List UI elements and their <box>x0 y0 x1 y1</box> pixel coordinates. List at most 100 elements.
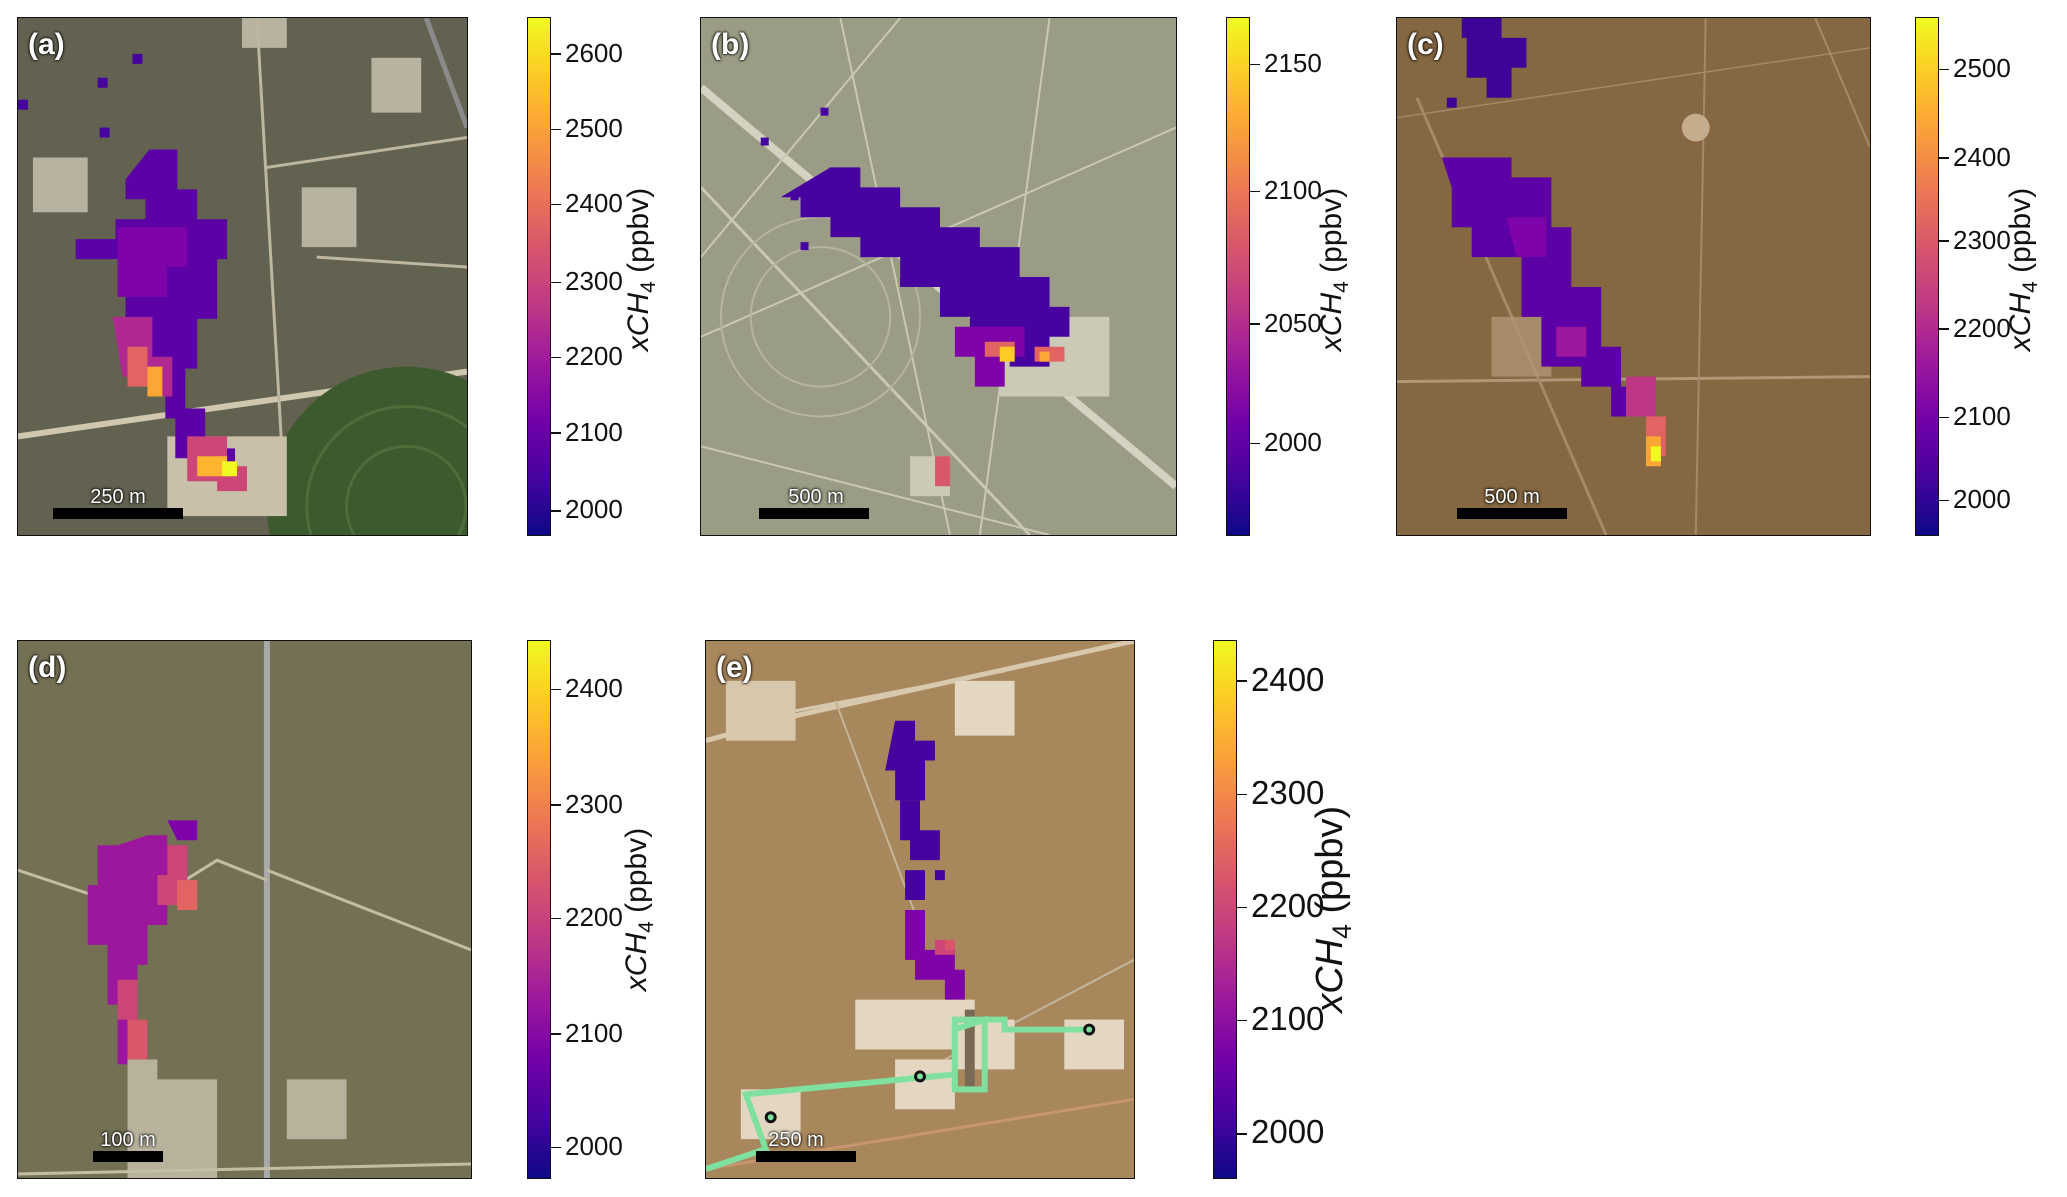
panel-label-b: (b) <box>711 28 750 61</box>
colorbar-tick-label: 2100 <box>1953 401 2011 432</box>
satellite-image-b <box>701 18 1176 535</box>
colorbar-tick <box>551 356 561 359</box>
colorbar-c <box>1915 17 1939 536</box>
methane-plume-c <box>1441 18 1666 467</box>
colorbar-tick <box>1939 499 1949 502</box>
colorbar-title-suffix-c: (ppbv) <box>2004 187 2038 282</box>
colorbar-title-prefix-b: xCH <box>1315 292 1349 352</box>
colorbar-tick-label: 2000 <box>1953 484 2011 515</box>
colorbar-tick-label: 2300 <box>1953 224 2011 255</box>
colorbar-tick-label: 2100 <box>1251 1000 1325 1038</box>
colorbar-tick <box>551 510 561 512</box>
colorbar-tick-label: 2050 <box>1264 307 1322 338</box>
colorbar-title-sub-a: 4 <box>637 281 661 293</box>
colorbar-b <box>1226 17 1250 536</box>
panel-label-c: (c) <box>1407 28 1444 61</box>
colorbar-tick <box>551 688 561 690</box>
colorbar-tick <box>1250 323 1260 325</box>
colorbar-e <box>1213 640 1237 1179</box>
scale-label-e: 250 m <box>768 1129 824 1151</box>
colorbar-tick <box>1250 190 1260 193</box>
colorbar-title-d: xCH4 (ppbv) <box>620 828 659 991</box>
map-panel-e: (e) 250 m <box>705 640 1135 1179</box>
colorbar-tick <box>551 1146 561 1149</box>
colorbar-title-prefix-d: xCH <box>620 932 654 992</box>
colorbar-tick <box>1250 442 1260 445</box>
methane-plume-e <box>885 720 965 1000</box>
colorbar-title-prefix-e: xCH <box>1309 938 1352 1013</box>
scale-label-d: 100 m <box>100 1129 156 1151</box>
map-panel-b: (b) 500 m <box>700 17 1177 536</box>
colorbar-tick-label: 2000 <box>565 1131 623 1162</box>
colorbar-tick-label: 2200 <box>565 901 623 932</box>
pipeline-e <box>706 1015 1085 1172</box>
colorbar-title-suffix-e: (ppbv) <box>1309 805 1352 925</box>
colorbar-title-prefix-c: xCH <box>2004 292 2038 352</box>
colorbar-tick <box>1939 416 1949 419</box>
panel-label-e: (e) <box>716 651 753 684</box>
colorbar-tick-label: 2300 <box>565 788 623 819</box>
colorbar-tick <box>551 128 561 131</box>
scale-bar-c <box>1457 508 1567 519</box>
colorbar-tick <box>551 917 561 920</box>
colorbar-title-suffix-a: (ppbv) <box>622 187 656 282</box>
colorbar-title-sub-c: 4 <box>2019 281 2043 293</box>
methane-plume-a <box>18 53 247 492</box>
colorbar-tick <box>551 1033 561 1035</box>
colorbar-tick-label: 2150 <box>1264 48 1322 79</box>
satellite-image-c <box>1397 18 1870 535</box>
colorbar-tick-label: 2000 <box>565 494 623 525</box>
colorbar-tick-label: 2200 <box>1953 312 2011 343</box>
methane-plume-b <box>760 107 1070 487</box>
well-markers-e <box>764 1023 1096 1124</box>
colorbar-tick-label: 2100 <box>565 416 623 447</box>
colorbar-tick-label: 2100 <box>565 1017 623 1048</box>
scale-bar-b <box>759 508 869 519</box>
colorbar-tick <box>551 804 561 806</box>
map-panel-c: (c) 500 m <box>1396 17 1871 536</box>
scale-bar-d <box>93 1151 163 1162</box>
colorbar-title-sub-e: 4 <box>1326 924 1357 939</box>
colorbar-tick-label: 2100 <box>1264 175 1322 206</box>
colorbar-tick <box>1250 63 1260 66</box>
colorbar-title-prefix-a: xCH <box>622 292 656 352</box>
colorbar-tick-label: 2000 <box>1251 1113 1325 1151</box>
colorbar-tick-label: 2200 <box>565 341 623 372</box>
colorbar-tick <box>1237 680 1247 682</box>
panel-label-a: (a) <box>28 28 65 61</box>
colorbar-title-suffix-d: (ppbv) <box>620 827 654 922</box>
colorbar-tick <box>1939 328 1949 330</box>
colorbar-title-e: xCH4 (ppbv) <box>1309 806 1358 1013</box>
colorbar-tick-label: 2500 <box>565 112 623 143</box>
colorbar-tick-label: 2000 <box>1264 426 1322 457</box>
scale-label-c: 500 m <box>1484 486 1540 508</box>
scale-label-b: 500 m <box>788 486 844 508</box>
scale-label-a: 250 m <box>90 486 146 508</box>
colorbar-tick <box>1939 68 1949 71</box>
colorbar-tick <box>551 203 561 206</box>
colorbar-title-sub-b: 4 <box>1330 281 1354 293</box>
scale-bar-e <box>756 1151 856 1162</box>
colorbar-tick <box>1237 906 1247 909</box>
colorbar-tick-label: 2300 <box>1251 773 1325 811</box>
colorbar-tick-label: 2400 <box>1953 141 2011 172</box>
colorbar-tick-label: 2400 <box>565 672 623 703</box>
colorbar-title-b: xCH4 (ppbv) <box>1315 188 1354 351</box>
satellite-image-a <box>18 18 467 535</box>
colorbar-tick-label: 2600 <box>565 37 623 68</box>
colorbar-tick-label: 2500 <box>1953 53 2011 84</box>
colorbar-tick <box>1237 1019 1247 1022</box>
map-panel-d: (d) 100 m <box>17 640 472 1179</box>
colorbar-tick <box>1939 240 1949 242</box>
colorbar-tick <box>551 53 561 55</box>
colorbar-tick <box>551 281 561 284</box>
satellite-image-e <box>706 641 1134 1178</box>
colorbar-d <box>527 640 551 1179</box>
colorbar-title-suffix-b: (ppbv) <box>1315 187 1349 282</box>
methane-plume-d <box>87 820 198 1090</box>
colorbar-tick <box>1939 157 1949 159</box>
map-panel-a: (a) 250 m <box>17 17 468 536</box>
scale-bar-a <box>53 508 183 519</box>
colorbar-tick-label: 2200 <box>1251 887 1325 924</box>
colorbar-title-sub-d: 4 <box>635 921 659 933</box>
